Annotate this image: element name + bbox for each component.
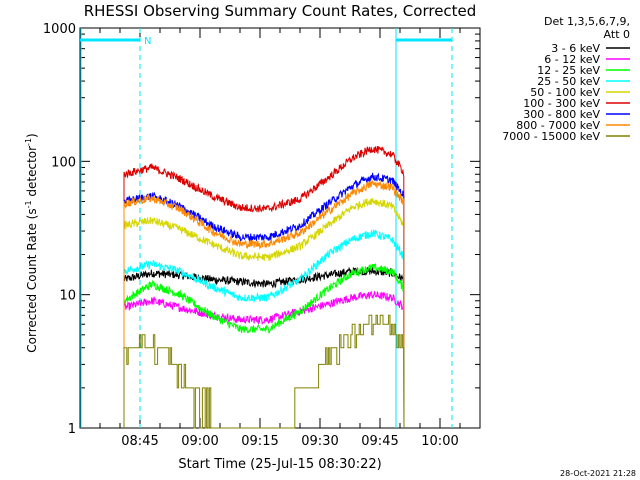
series-line-8 xyxy=(123,314,405,429)
legend-label: 300 - 800 keV xyxy=(523,108,600,121)
x-tick-label: 10:00 xyxy=(421,434,458,449)
legend-label: 800 - 7000 keV xyxy=(516,119,600,132)
plot-area: 1 10 100 1000 08:45 09:00 09:15 09:30 09:45 10:00… xyxy=(43,22,481,449)
x-tick-label: 08:45 xyxy=(121,434,158,449)
legend-label: 50 - 100 keV xyxy=(530,86,600,99)
chart-title: RHESSI Observing Summary Count Rates, Co… xyxy=(84,2,477,20)
legend-label: 3 - 6 keV xyxy=(551,42,600,55)
y-axis-label-sup1: -1 xyxy=(24,200,33,208)
y-axis-label-main: Corrected Count Rate (s xyxy=(25,208,39,352)
x-tick-label: 09:00 xyxy=(181,434,218,449)
series-line-4 xyxy=(123,197,405,429)
night-marker-label: N xyxy=(144,36,151,47)
series-line-2 xyxy=(123,262,405,429)
y-axis-label: Corrected Count Rate (s-1 detector-1) xyxy=(24,133,39,352)
x-tick-label: 09:45 xyxy=(361,434,398,449)
series-line-3 xyxy=(123,228,405,429)
series-line-5 xyxy=(123,145,405,429)
legend-header-line-2: Att 0 xyxy=(604,28,630,41)
legend-label: 100 - 300 keV xyxy=(523,97,600,110)
y-axis-label-sup2: -1 xyxy=(24,138,33,146)
x-tick-label: 09:30 xyxy=(301,434,338,449)
y-tick-label: 1000 xyxy=(43,22,76,37)
legend-label: 6 - 12 keV xyxy=(544,53,600,66)
legend-label: 12 - 25 keV xyxy=(537,64,600,77)
y-tick-label: 1 xyxy=(68,422,76,437)
timestamp: 28-Oct-2021 21:28 xyxy=(560,469,636,478)
series-line-7 xyxy=(123,180,405,429)
legend-header-line-1: Det 1,3,5,6,7,9, xyxy=(544,15,630,28)
legend-label: 25 - 50 keV xyxy=(537,75,600,88)
y-tick-label: 100 xyxy=(51,155,76,170)
series-line-1 xyxy=(123,290,405,429)
legend-label: 7000 - 15000 keV xyxy=(502,130,600,143)
series-line-6 xyxy=(123,172,405,429)
y-axis-label-end: ) xyxy=(25,133,39,138)
x-tick-label: 09:15 xyxy=(241,434,278,449)
x-axis-label: Start Time (25-Jul-15 08:30:22) xyxy=(178,457,381,472)
y-axis-label-mid: detector xyxy=(25,146,39,201)
y-tick-label: 10 xyxy=(59,289,76,304)
